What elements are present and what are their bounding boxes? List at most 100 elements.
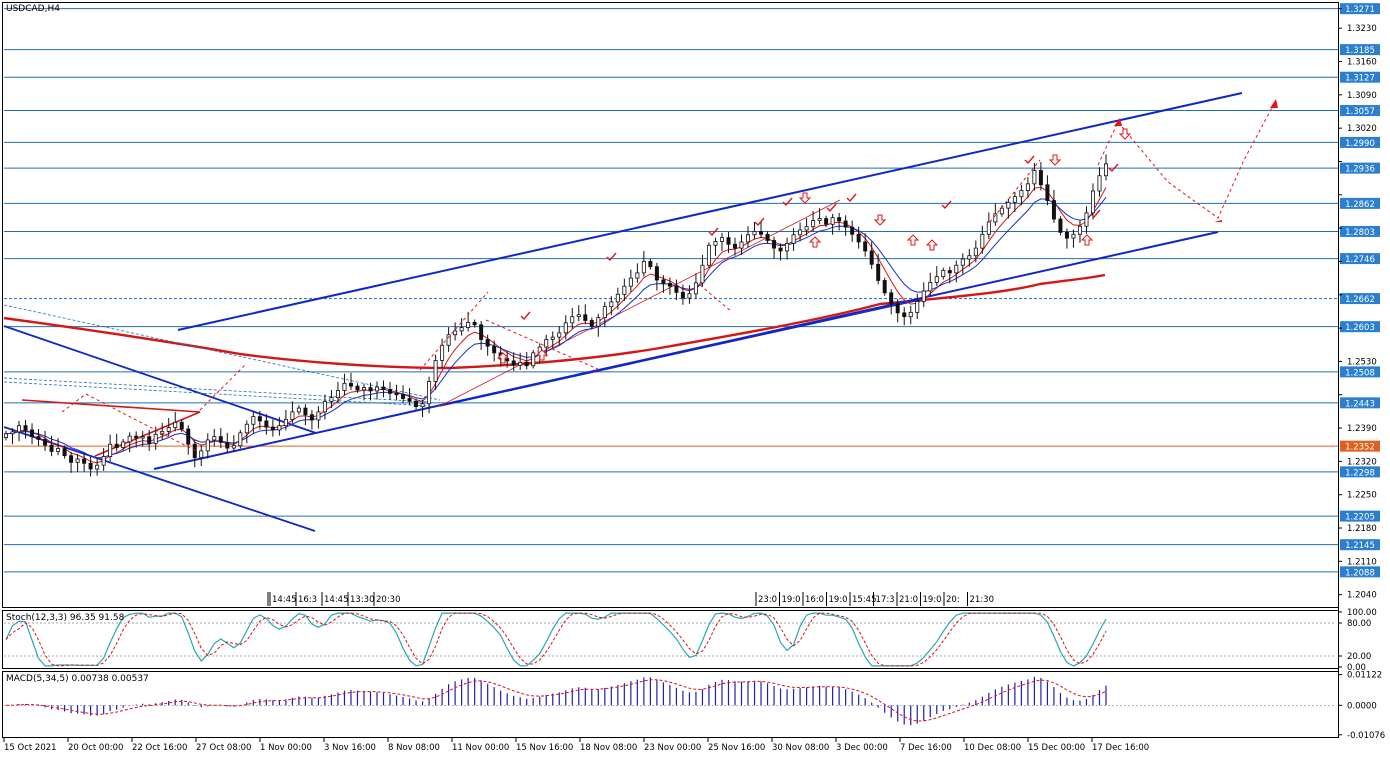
candle-body-81 bbox=[531, 352, 536, 367]
candle-body-18 bbox=[121, 441, 126, 448]
price-axis: 1.3271 1.3185 1.3127 1.3057 1.2990 1.2936 1.28… bbox=[1338, 3, 1380, 601]
candle-body-45 bbox=[296, 407, 301, 413]
candle-body-49 bbox=[322, 400, 327, 413]
candle-body-153 bbox=[999, 207, 1004, 215]
level-badge-text-1: 1.3185 bbox=[1345, 46, 1375, 56]
up-arrow-1 bbox=[535, 349, 549, 361]
candle-body-92 bbox=[602, 306, 607, 319]
time-label-9: 18 Nov 08:00 bbox=[580, 743, 637, 753]
candle-body-47 bbox=[309, 414, 314, 421]
candle-body-133 bbox=[869, 250, 874, 265]
candle-body-131 bbox=[856, 233, 861, 243]
projection-path bbox=[1097, 103, 1275, 219]
candle-body-64 bbox=[420, 403, 425, 408]
session-label-right-6: 21:0 bbox=[899, 595, 918, 605]
candle-body-84 bbox=[550, 336, 555, 340]
session-markers: 14:45 16:3 14:45 13:30 20:30 23:0 19:0 16:0 19:0… bbox=[267, 592, 994, 606]
level-badge-4 bbox=[1340, 136, 1380, 148]
candle-body-0 bbox=[4, 433, 9, 438]
candle-body-110 bbox=[719, 237, 724, 242]
candle-body-97 bbox=[635, 272, 640, 279]
price-tick-label-15: 1.2250 bbox=[1347, 491, 1377, 501]
candle-body-115 bbox=[752, 231, 757, 236]
candle-body-121 bbox=[791, 234, 796, 244]
up-arrow-5 bbox=[906, 234, 920, 246]
candle-body-152 bbox=[993, 213, 998, 223]
candle-body-88 bbox=[576, 314, 581, 318]
level-badge-1 bbox=[1340, 44, 1380, 56]
candle-body-122 bbox=[798, 229, 803, 236]
horizontal-levels bbox=[4, 8, 1338, 573]
up-arrow-4 bbox=[1080, 234, 1094, 246]
macd-tick-label-2: -0.01076 bbox=[1347, 731, 1385, 741]
candle-body-12 bbox=[82, 458, 87, 464]
level-badge-0 bbox=[1340, 3, 1380, 15]
price-tick-label-11: 1.2530 bbox=[1347, 357, 1377, 367]
candle-body-14 bbox=[95, 464, 100, 470]
candle-body-102 bbox=[667, 282, 672, 287]
level-badge-2 bbox=[1340, 71, 1380, 83]
price-tick-label-4: 1.3020 bbox=[1347, 124, 1377, 134]
candle-body-126 bbox=[824, 218, 829, 225]
level-badge-text-11: 1.2508 bbox=[1345, 368, 1375, 378]
candle-body-80 bbox=[524, 361, 529, 367]
check-mark-9 bbox=[1108, 163, 1119, 173]
candle-body-145 bbox=[947, 270, 952, 274]
candle-body-135 bbox=[882, 280, 887, 294]
candle-body-77 bbox=[505, 358, 510, 362]
candle-body-62 bbox=[407, 398, 412, 402]
check-mark-10 bbox=[1090, 209, 1101, 219]
candle-body-129 bbox=[843, 220, 848, 228]
candle-body-124 bbox=[811, 220, 816, 228]
candle-body-17 bbox=[114, 443, 119, 448]
level-badge-text-8: 1.2746 bbox=[1345, 255, 1375, 265]
candle-body-37 bbox=[244, 423, 249, 434]
candle-body-140 bbox=[915, 301, 920, 313]
candle-body-74 bbox=[485, 339, 490, 347]
candle-body-132 bbox=[863, 241, 868, 252]
candle-body-29 bbox=[192, 443, 197, 458]
session-label-right-7: 19:0 bbox=[923, 595, 942, 605]
level-badge-15 bbox=[1340, 510, 1380, 522]
price-tick-label-16: 1.2180 bbox=[1347, 524, 1377, 534]
trend-channel-lines bbox=[3, 92, 1243, 532]
up-arrow-2 bbox=[808, 236, 822, 248]
time-label-8: 15 Nov 16:00 bbox=[516, 743, 573, 753]
candle-body-48 bbox=[316, 411, 321, 421]
candle-body-134 bbox=[876, 263, 881, 281]
candle-body-79 bbox=[518, 361, 523, 366]
candle-body-53 bbox=[348, 382, 353, 387]
time-label-14: 7 Dec 16:00 bbox=[900, 743, 952, 753]
candle-body-7 bbox=[49, 444, 54, 452]
candle-body-56 bbox=[368, 387, 373, 392]
candle-body-71 bbox=[466, 321, 471, 329]
projection-path-2 bbox=[419, 291, 489, 371]
candle-body-141 bbox=[921, 290, 926, 302]
candle-body-148 bbox=[967, 255, 972, 260]
candle-body-11 bbox=[75, 458, 80, 463]
candle-body-119 bbox=[778, 247, 783, 252]
up-arrow-0 bbox=[496, 352, 510, 364]
candle-body-169 bbox=[1104, 163, 1109, 177]
candle-body-108 bbox=[706, 244, 711, 266]
candle-body-63 bbox=[414, 400, 419, 408]
level-badge-3 bbox=[1340, 105, 1380, 117]
candle-body-21 bbox=[140, 436, 145, 439]
forecast-projection bbox=[61, 99, 1278, 453]
candle-body-164 bbox=[1071, 233, 1076, 239]
check-mark-6 bbox=[846, 193, 857, 203]
time-label-1: 20 Oct 00:00 bbox=[68, 743, 123, 753]
projection-path-4 bbox=[61, 393, 199, 453]
candle-body-125 bbox=[817, 218, 822, 221]
stoch-tick-label-0: 100.00 bbox=[1347, 608, 1377, 618]
red-trend-line-1 bbox=[439, 199, 841, 407]
candle-body-158 bbox=[1032, 170, 1037, 185]
dashed-trend-line-2 bbox=[3, 377, 431, 403]
level-badge-6 bbox=[1340, 197, 1380, 209]
projection-arrowhead-2 bbox=[1270, 99, 1278, 108]
candle-body-43 bbox=[283, 419, 288, 427]
time-label-6: 8 Nov 08:00 bbox=[388, 743, 440, 753]
candle-body-9 bbox=[62, 448, 67, 457]
